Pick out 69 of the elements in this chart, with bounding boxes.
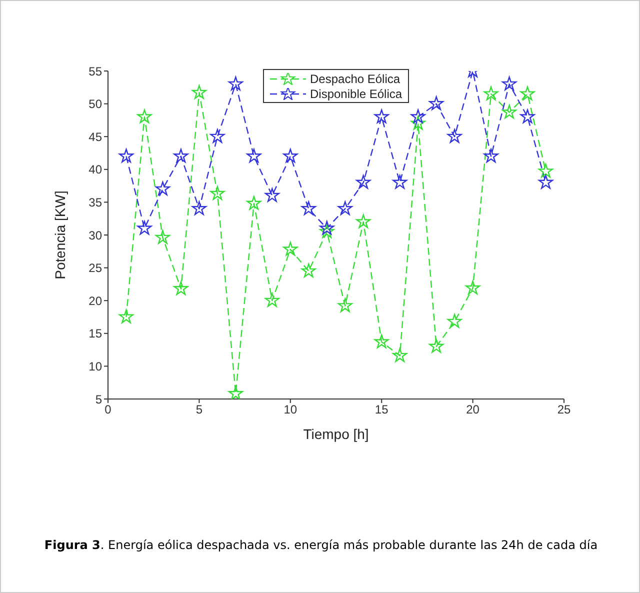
y-tick-label: 50 bbox=[88, 97, 102, 112]
x-axis-title: Tiempo [h] bbox=[303, 426, 369, 442]
point bbox=[301, 201, 316, 216]
text: Figura 3. Energía eólica despachada vs. energía más probable durante las 24h de cada día bbox=[43, 537, 599, 553]
point bbox=[338, 298, 352, 312]
x-tick-label: 0 bbox=[104, 402, 112, 417]
point bbox=[320, 224, 334, 238]
x-tick-label: 5 bbox=[196, 402, 203, 417]
x-tick-label: 10 bbox=[284, 402, 298, 417]
point bbox=[502, 104, 517, 119]
point bbox=[283, 148, 298, 163]
point bbox=[410, 109, 426, 124]
point bbox=[356, 214, 371, 228]
point bbox=[320, 220, 334, 235]
point bbox=[538, 174, 554, 189]
point bbox=[137, 109, 152, 124]
point bbox=[174, 281, 188, 296]
point bbox=[447, 314, 462, 328]
point bbox=[192, 201, 206, 216]
point bbox=[466, 280, 480, 294]
x-tick-label: 20 bbox=[466, 402, 480, 417]
legend-label: Despacho Eólica bbox=[310, 72, 400, 86]
point bbox=[410, 116, 426, 130]
point bbox=[246, 148, 262, 163]
point bbox=[264, 293, 280, 307]
point bbox=[118, 148, 134, 163]
x-tick-label: 15 bbox=[374, 402, 389, 417]
point bbox=[374, 109, 389, 124]
legend-label: Disponible Eólica bbox=[310, 86, 402, 100]
point bbox=[301, 263, 316, 278]
point bbox=[392, 174, 408, 189]
point bbox=[356, 174, 371, 189]
y-tick-label: 35 bbox=[88, 195, 102, 210]
point bbox=[283, 242, 298, 256]
y-tick-label: 20 bbox=[88, 294, 102, 308]
y-tick-label: 40 bbox=[88, 162, 102, 177]
point bbox=[155, 181, 170, 196]
point bbox=[246, 196, 262, 210]
point bbox=[374, 334, 389, 348]
point bbox=[520, 86, 535, 100]
point bbox=[210, 186, 225, 200]
point bbox=[392, 348, 408, 362]
y-tick-label: 5 bbox=[95, 392, 102, 406]
y-tick-label: 55 bbox=[88, 64, 102, 78]
y-tick-label: 30 bbox=[88, 228, 102, 242]
point bbox=[338, 201, 352, 216]
point bbox=[228, 76, 243, 90]
point bbox=[538, 164, 554, 178]
y-tick-label: 45 bbox=[88, 130, 102, 144]
point bbox=[520, 109, 535, 124]
point bbox=[429, 96, 444, 110]
y-tick-label: 25 bbox=[88, 261, 102, 276]
point bbox=[484, 148, 498, 163]
y-tick-label: 15 bbox=[88, 326, 102, 341]
x-tick-label: 25 bbox=[557, 402, 571, 417]
y-axis-title: Potencia [KW] bbox=[52, 190, 68, 280]
point bbox=[210, 129, 225, 143]
y-tick-label: 10 bbox=[88, 359, 102, 374]
point bbox=[118, 309, 134, 324]
point bbox=[429, 338, 444, 353]
point bbox=[137, 220, 152, 235]
point bbox=[174, 148, 188, 163]
point bbox=[502, 76, 517, 90]
point bbox=[192, 85, 206, 99]
point bbox=[264, 188, 280, 202]
point bbox=[155, 230, 170, 244]
point bbox=[447, 129, 462, 143]
point bbox=[228, 386, 243, 399]
point bbox=[484, 86, 498, 100]
